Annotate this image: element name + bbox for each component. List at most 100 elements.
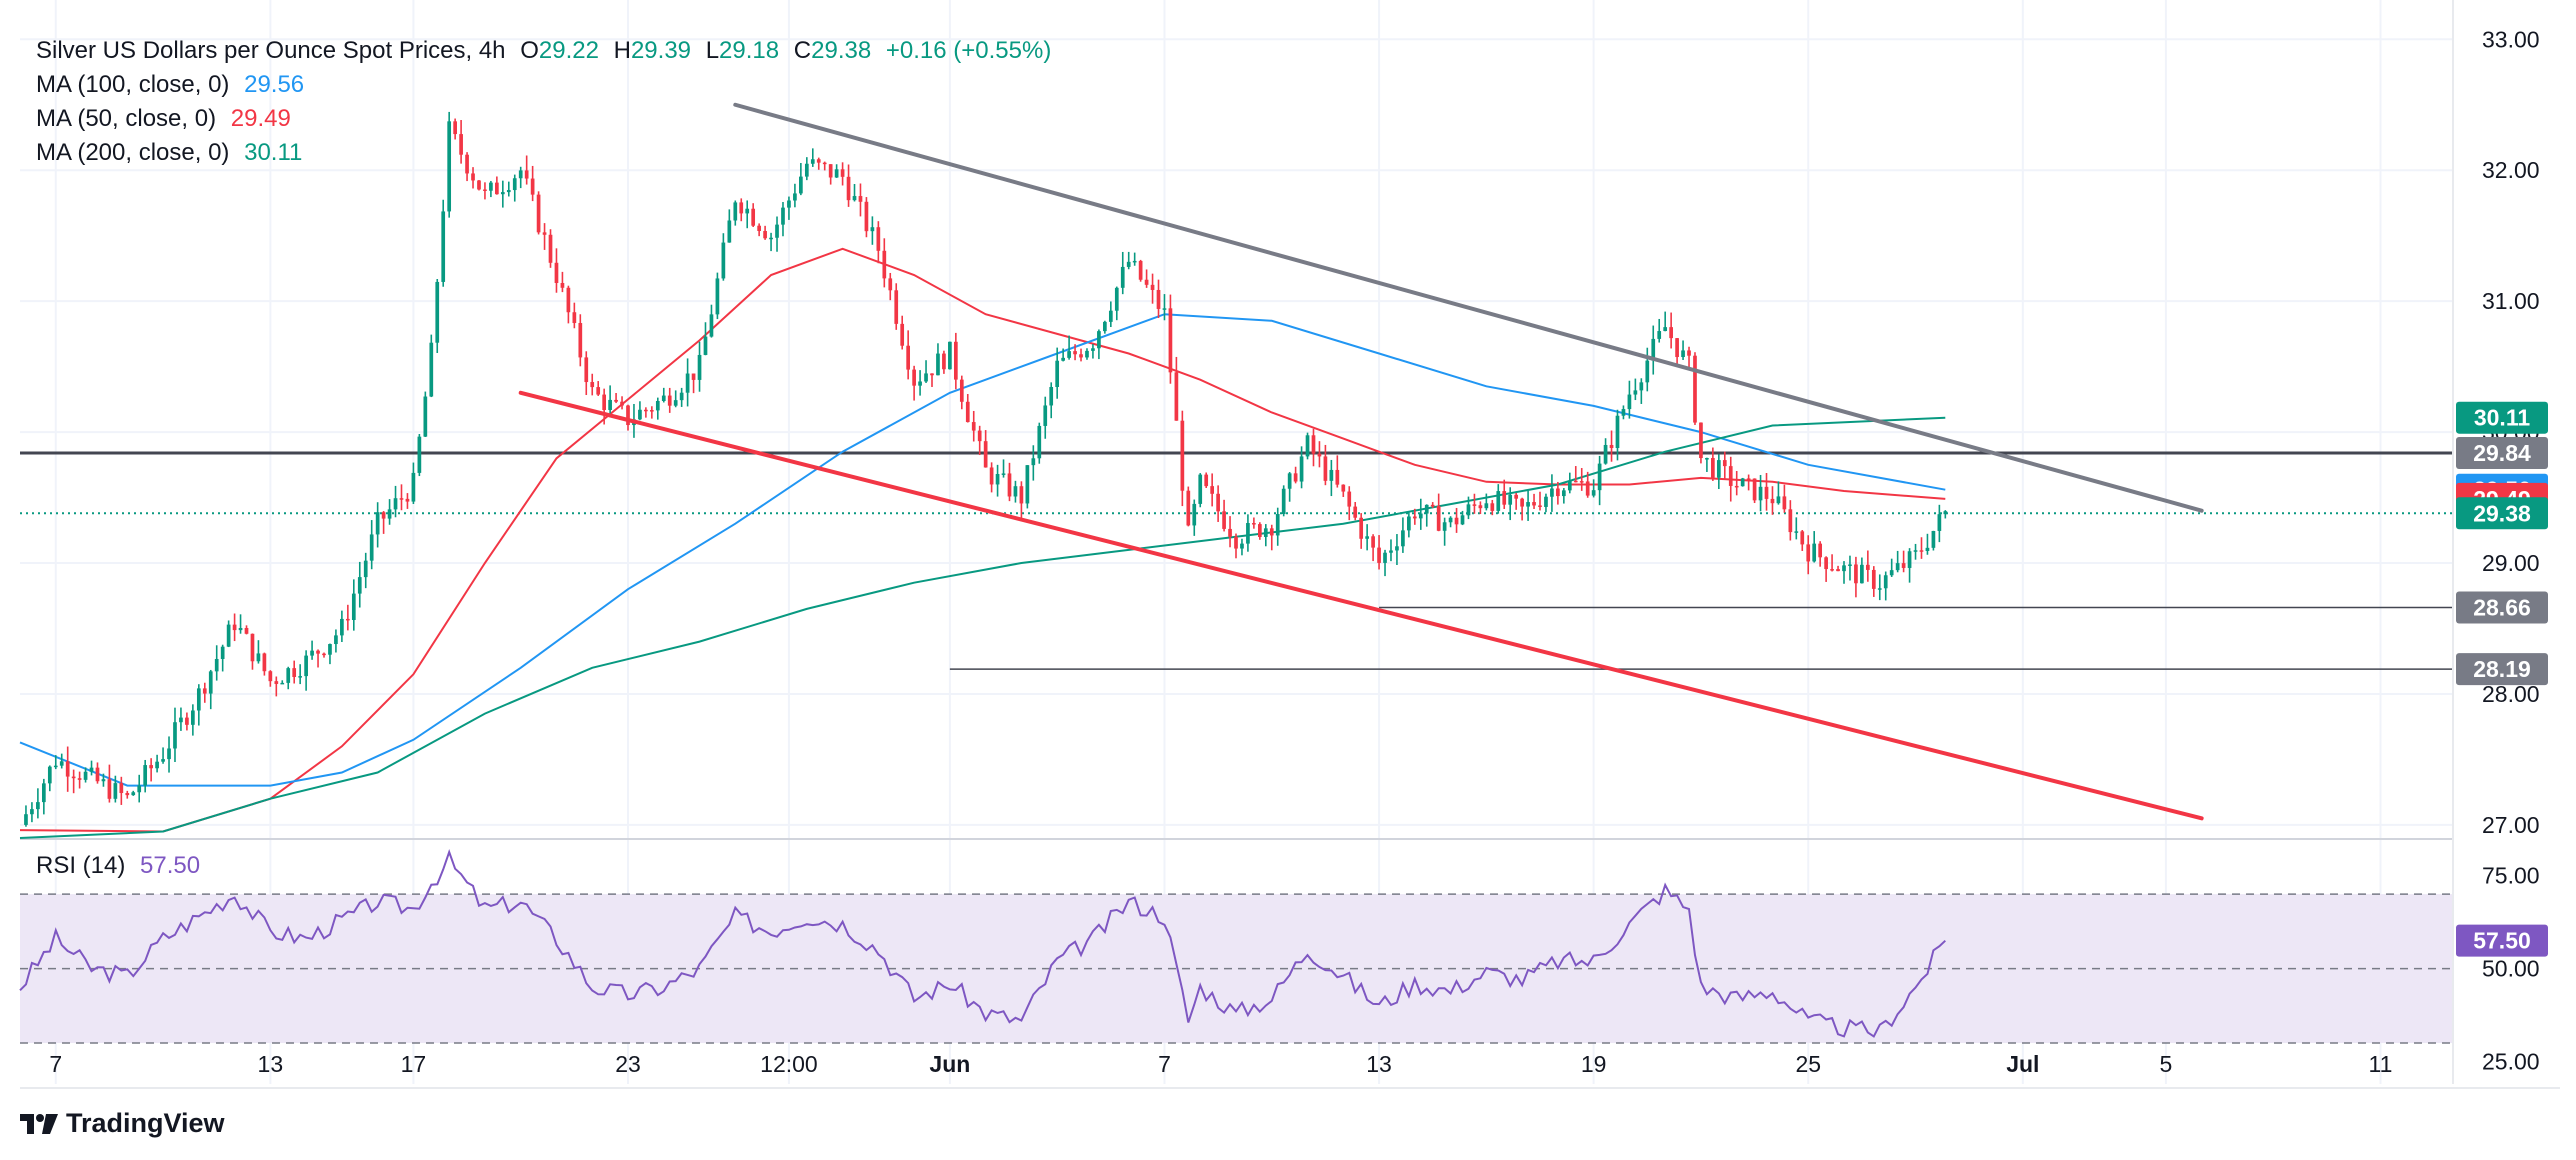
candle-body-3 xyxy=(41,783,46,803)
candle-body-36 xyxy=(238,627,243,631)
candle-body-242 xyxy=(1466,504,1471,516)
rsi-legend[interactable]: RSI (14) 57.50 xyxy=(36,852,200,880)
candle-body-24 xyxy=(167,748,171,760)
candle-body-95 xyxy=(590,382,595,388)
candle-body-275 xyxy=(1663,327,1668,332)
horizontal-levels xyxy=(20,451,2452,670)
candle-body-230 xyxy=(1395,546,1399,551)
candle-body-50 xyxy=(322,653,326,656)
candle-body-197 xyxy=(1198,474,1203,504)
price-badge-29.38 xyxy=(2456,497,2548,530)
candle-body-123 xyxy=(757,225,761,231)
candle-body-113 xyxy=(697,354,702,380)
candle-body-155 xyxy=(948,341,952,370)
candle-body-302 xyxy=(1824,557,1828,570)
change-value: +0.16 (+0.55%) xyxy=(885,37,1052,64)
candle-body-196 xyxy=(1192,503,1197,526)
candle-body-8 xyxy=(71,776,76,779)
candle-body-296 xyxy=(1788,509,1793,533)
candle-body-140 xyxy=(858,196,863,202)
candle-body-231 xyxy=(1401,530,1405,547)
candle-body-322 xyxy=(1943,511,1948,515)
price-tick-label: 33.00 xyxy=(2482,26,2540,52)
rsi-pane xyxy=(19,848,2452,1044)
candle-body-188 xyxy=(1144,279,1149,285)
candle-body-134 xyxy=(822,162,827,165)
trendlines[interactable] xyxy=(518,102,2204,821)
rsi-label: RSI (14) xyxy=(36,852,126,879)
candle-body-11 xyxy=(89,767,94,772)
candle-body-290 xyxy=(1752,478,1757,501)
candle-body-158 xyxy=(965,401,970,423)
candle-body-145 xyxy=(888,278,893,291)
candle-body-30 xyxy=(202,688,207,694)
candle-body-206 xyxy=(1252,523,1256,525)
candle-body-224 xyxy=(1359,517,1364,539)
candle-body-23 xyxy=(161,759,165,762)
candle-body-186 xyxy=(1132,260,1137,263)
candle-body-245 xyxy=(1484,503,1489,509)
candle-body-142 xyxy=(870,227,875,232)
candle-body-76 xyxy=(477,180,481,190)
candle-body-39 xyxy=(256,653,261,662)
candle-body-25 xyxy=(173,722,177,749)
ma100-label: MA (100, close, 0) xyxy=(36,71,230,98)
candle-body-253 xyxy=(1532,502,1536,506)
candle-body-183 xyxy=(1114,287,1119,311)
candle-body-33 xyxy=(220,646,225,659)
price-badge-28.66 xyxy=(2456,591,2548,624)
candle-body-284 xyxy=(1716,460,1721,478)
candle-body-73 xyxy=(459,134,463,155)
candle-body-203 xyxy=(1234,536,1238,549)
candle-body-204 xyxy=(1240,543,1244,549)
candle-body-40 xyxy=(262,653,267,672)
candle-body-266 xyxy=(1609,444,1614,449)
tradingview-logo[interactable]: TradingView xyxy=(20,1108,225,1139)
candle-body-64 xyxy=(405,498,410,502)
candle-body-60 xyxy=(381,512,386,519)
candle-body-299 xyxy=(1806,544,1811,562)
candle-body-19 xyxy=(137,785,142,793)
price-badge-label: 29.38 xyxy=(2473,500,2531,526)
candle-body-43 xyxy=(280,682,285,685)
candle-body-276 xyxy=(1669,327,1673,339)
candle-body-74 xyxy=(465,154,469,174)
candle-body-169 xyxy=(1031,458,1036,466)
price-badge-label: 28.66 xyxy=(2473,595,2531,621)
candle-body-85 xyxy=(530,178,535,195)
open-value: 29.22 xyxy=(538,37,599,64)
lower-trendline[interactable] xyxy=(518,390,2204,821)
candle-body-27 xyxy=(185,717,189,725)
candle-body-71 xyxy=(447,121,452,212)
candle-body-47 xyxy=(304,655,308,677)
candle-body-117 xyxy=(721,242,726,279)
legend-ma50-row[interactable]: MA (50, close, 0) 29.49 xyxy=(36,102,1051,136)
legend-ma100-row[interactable]: MA (100, close, 0) 29.56 xyxy=(36,68,1051,102)
candle-body-283 xyxy=(1711,458,1715,478)
candle-body-157 xyxy=(959,379,964,402)
candle-body-221 xyxy=(1341,484,1346,492)
candle-body-38 xyxy=(250,633,255,662)
candle-body-223 xyxy=(1353,506,1358,518)
candle-body-46 xyxy=(298,676,303,678)
candle-body-138 xyxy=(846,176,851,201)
price-badge-label: 29.84 xyxy=(2473,440,2531,466)
candle-body-314 xyxy=(1895,563,1900,571)
candle-body-309 xyxy=(1865,564,1870,570)
candle-body-267 xyxy=(1615,415,1620,449)
candle-body-84 xyxy=(524,170,529,179)
price-tick-label: 29.00 xyxy=(2482,550,2540,576)
candle-body-121 xyxy=(745,208,750,214)
time-tick-label: 19 xyxy=(1581,1051,1607,1077)
candle-body-105 xyxy=(649,410,654,412)
legend-ma200-row[interactable]: MA (200, close, 0) 30.11 xyxy=(36,136,1051,170)
candle-body-159 xyxy=(971,422,976,431)
candle-body-153 xyxy=(936,353,940,376)
candle-body-239 xyxy=(1448,517,1453,523)
candle-body-170 xyxy=(1037,425,1042,459)
upper-trendline[interactable] xyxy=(733,102,2204,513)
ma-line-1 xyxy=(19,313,1946,787)
candle-body-98 xyxy=(608,399,612,410)
candle-body-287 xyxy=(1734,485,1739,488)
